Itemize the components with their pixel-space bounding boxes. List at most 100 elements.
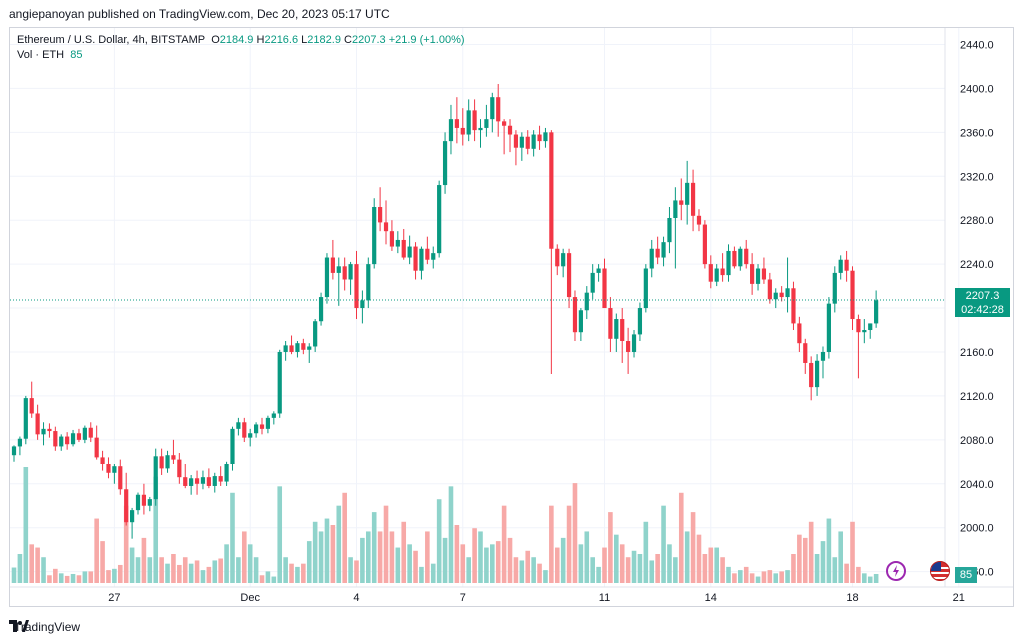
volume-bar: [773, 573, 779, 583]
us-flag-event-icon[interactable]: [930, 561, 950, 581]
candle-body: [372, 207, 377, 265]
candle-body: [419, 248, 424, 271]
candle-body: [47, 428, 52, 432]
chart-legend: Ethereum / U.S. Dollar, 4h, BITSTAMP O21…: [17, 33, 465, 63]
volume-bar: [507, 537, 513, 583]
candle-body: [496, 97, 501, 122]
volume-bar: [519, 560, 525, 583]
candle-body: [171, 455, 176, 460]
volume-bar: [371, 512, 377, 583]
legend-symbol[interactable]: Ethereum / U.S. Dollar, 4h, BITSTAMP: [17, 34, 206, 46]
candle-body: [472, 110, 477, 131]
candle-body: [838, 259, 843, 273]
volume-bar: [625, 557, 631, 583]
candle-body: [572, 297, 578, 333]
legend-close: 2207.3: [351, 34, 386, 46]
volume-bar: [395, 547, 401, 583]
volume-bar: [726, 566, 731, 583]
volume-bar: [177, 564, 182, 583]
legend-high: 2216.6: [264, 34, 299, 46]
candle-body: [70, 433, 76, 445]
volume-bar: [206, 566, 212, 583]
price-tick-label: 2440.0: [960, 39, 994, 51]
volume-bar: [684, 531, 690, 583]
last-price-value: 2207.3: [965, 290, 1000, 302]
candle-body: [289, 345, 294, 352]
volume-bar: [667, 544, 672, 583]
volume-bar: [100, 541, 105, 583]
volume-bar: [236, 557, 241, 583]
volume-bar: [389, 531, 395, 583]
candle-body: [383, 222, 389, 232]
candle-body: [165, 455, 170, 469]
candle-body: [856, 319, 861, 333]
volume-bar: [661, 505, 666, 583]
volume-bar: [188, 563, 194, 583]
volume-bar: [407, 544, 412, 583]
candle-body: [578, 310, 583, 333]
candle-body: [124, 489, 129, 523]
candle-body: [106, 463, 111, 473]
volume-bar: [738, 570, 743, 583]
volume-bar: [436, 499, 442, 583]
volume-bar: [348, 557, 353, 583]
footer-brand[interactable]: TradingView: [14, 620, 81, 634]
legend-volume-value: 85: [70, 49, 83, 61]
volume-bar: [212, 560, 218, 583]
candle-body: [566, 253, 572, 298]
candle-body: [773, 292, 778, 300]
volume-bar: [484, 547, 489, 583]
volume-bar: [554, 547, 560, 583]
candle-body: [649, 248, 654, 269]
candle-body: [626, 340, 631, 352]
volume-bar: [501, 505, 507, 583]
lightning-event-icon[interactable]: [886, 561, 906, 581]
volume-bar: [123, 505, 129, 583]
candle-body: [395, 239, 400, 247]
time-tick-label: 18: [846, 592, 858, 604]
volume-bar: [690, 512, 696, 583]
volume-bar: [743, 566, 749, 583]
candle-body: [183, 477, 188, 486]
volume-bar: [324, 518, 330, 583]
volume-bar: [11, 567, 17, 583]
volume-bar: [53, 568, 58, 583]
price-tick-label: 2000.0: [960, 523, 994, 535]
candle-body: [360, 300, 365, 309]
volume-bar: [312, 521, 318, 583]
candle-body: [761, 268, 767, 280]
volume-bar: [678, 492, 684, 583]
candle-body: [159, 456, 164, 469]
candle-body: [596, 268, 601, 273]
volume-bar: [572, 483, 578, 583]
candle-body: [614, 319, 619, 339]
candle-body: [11, 446, 17, 456]
candle-body: [862, 330, 867, 333]
legend-volume-label[interactable]: Vol · ETH: [17, 49, 65, 61]
volume-bar: [608, 512, 613, 583]
candle-body: [696, 215, 702, 225]
volume-bar: [602, 547, 607, 583]
candle-body: [189, 478, 194, 486]
candle-body: [283, 345, 288, 352]
candle-body: [342, 266, 347, 280]
volume-bar: [23, 467, 29, 583]
volume-bar: [560, 537, 566, 583]
price-tick-label: 2240.0: [960, 259, 994, 271]
volume-bar: [425, 531, 430, 583]
volume-badge: 85: [955, 567, 977, 583]
volume-bar: [354, 560, 359, 583]
volume-bar: [247, 544, 253, 583]
volume-bar: [525, 550, 531, 583]
candle-body: [277, 351, 282, 414]
candle-body: [708, 264, 713, 282]
volume-bar: [70, 573, 76, 583]
volume-bar: [241, 531, 247, 583]
candle-body: [720, 268, 725, 276]
volume-bar: [862, 573, 867, 583]
candle-body: [301, 343, 306, 350]
candle-body: [844, 259, 849, 271]
legend-ohlc-row: Ethereum / U.S. Dollar, 4h, BITSTAMP O21…: [17, 33, 465, 48]
legend-low: 2182.9: [307, 34, 341, 46]
